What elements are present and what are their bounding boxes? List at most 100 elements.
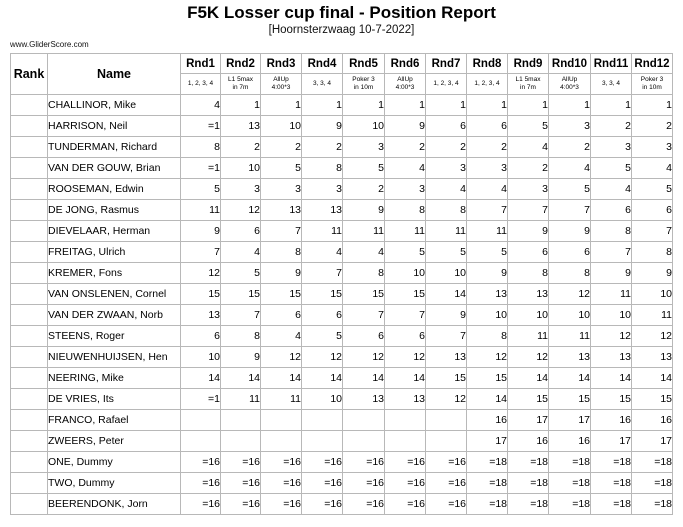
position-cell: =16 [301,451,343,473]
position-cell [301,409,343,431]
position-cell: 14 [507,367,549,389]
position-cell: =16 [342,472,385,494]
position-cell: 2 [507,157,549,179]
rank-cell [10,346,48,368]
position-cell: =16 [220,451,261,473]
table-row: FRANCO, Rafael 16 17 17 16 16 [10,409,673,431]
position-cell: 7 [590,241,632,263]
position-cell: 6 [301,304,343,326]
position-cell: 14 [425,283,467,305]
position-cell: 5 [631,178,673,200]
position-cell: 12 [180,262,221,284]
round-header: Rnd11 [590,53,632,74]
position-cell [342,430,385,452]
rank-cell [10,304,48,326]
round-header: Rnd9 [507,53,549,74]
position-cell: 14 [384,367,426,389]
position-cell: 14 [466,388,508,410]
pilot-name: DE VRIES, Its [47,388,181,410]
position-cell: 17 [548,409,591,431]
position-cell: 1 [301,94,343,116]
position-cell: 5 [342,157,385,179]
position-cell: 9 [301,115,343,137]
position-cell: 10 [342,115,385,137]
position-cell: =18 [590,451,632,473]
position-cell: 11 [301,220,343,242]
rank-cell [10,472,48,494]
position-cell: 6 [466,115,508,137]
round-task-description: 1, 2, 3, 4 [466,73,508,95]
round-task-description: 1, 2, 3, 4 [180,73,221,95]
position-cell [180,430,221,452]
position-cell: 4 [260,325,302,347]
pilot-name: VAN DER ZWAAN, Norb [47,304,181,326]
position-cell: 16 [548,430,591,452]
position-cell: 1 [342,94,385,116]
position-cell: 8 [260,241,302,263]
position-cell: 10 [548,304,591,326]
position-cell: =16 [342,451,385,473]
position-cell: 15 [507,388,549,410]
rank-cell [10,409,48,431]
position-cell: 3 [507,178,549,200]
position-cell: 12 [590,325,632,347]
pilot-name: ONE, Dummy [47,451,181,473]
position-cell: 2 [466,136,508,158]
position-cell: 6 [342,325,385,347]
rank-cell [10,199,48,221]
position-cell: 7 [180,241,221,263]
position-cell: 2 [384,136,426,158]
position-cell: 10 [384,262,426,284]
position-cell: 12 [425,388,467,410]
rank-cell [10,262,48,284]
position-cell: =16 [260,493,302,515]
pilot-name: STEENS, Roger [47,325,181,347]
site-link[interactable]: www.GliderScore.com [10,40,89,49]
round-task-description: AllUp 4:00*3 [260,73,302,95]
pilot-name: HARRISON, Neil [47,115,181,137]
position-cell: 1 [425,94,467,116]
position-cell: =18 [548,451,591,473]
position-cell: 2 [260,136,302,158]
position-cell: =18 [590,472,632,494]
pilot-name: KREMER, Fons [47,262,181,284]
position-cell: 4 [590,178,632,200]
header-row-rounds: Rank Name Rnd1 Rnd2 Rnd3 Rnd4 Rnd5 Rnd6 Rnd7 Rn… [10,53,673,95]
position-cell: 1 [384,94,426,116]
position-cell: =16 [425,451,467,473]
position-cell: 17 [507,409,549,431]
position-cell [384,409,426,431]
position-cell: 14 [260,367,302,389]
position-cell: 6 [548,241,591,263]
position-cell: 6 [260,304,302,326]
position-cell: =16 [301,493,343,515]
position-cell: 16 [631,409,673,431]
position-cell: 11 [631,304,673,326]
position-cell: 9 [548,220,591,242]
position-cell: 1 [466,94,508,116]
table-row: CHALLINOR, Mike 4 1 1 1 1 1 1 1 1 1 1 1 [10,94,673,116]
position-cell: 15 [342,283,385,305]
position-cell: =16 [220,493,261,515]
position-cell: 13 [425,346,467,368]
position-cell: 7 [301,262,343,284]
position-cell: 2 [548,136,591,158]
position-cell [425,409,467,431]
position-cell: 8 [342,262,385,284]
position-cell: =1 [180,388,221,410]
position-cell: 11 [384,220,426,242]
table-row: ONE, Dummy =16 =16 =16 =16 =16 =16 =16 =18 =18 =18… [10,451,673,473]
round-header: Rnd5 [342,53,385,74]
rank-cell [10,241,48,263]
position-cell [180,409,221,431]
position-cell: 3 [631,136,673,158]
position-cell: 15 [301,283,343,305]
position-cell: 12 [260,346,302,368]
position-cell [342,409,385,431]
position-cell: 10 [507,304,549,326]
position-cell: 9 [260,262,302,284]
position-cell: 12 [548,283,591,305]
position-cell: =1 [180,157,221,179]
position-cell: =16 [301,472,343,494]
table-row: DIEVELAAR, Herman 9 6 7 11 11 11 11 11 9 9 8 7 [10,220,673,242]
